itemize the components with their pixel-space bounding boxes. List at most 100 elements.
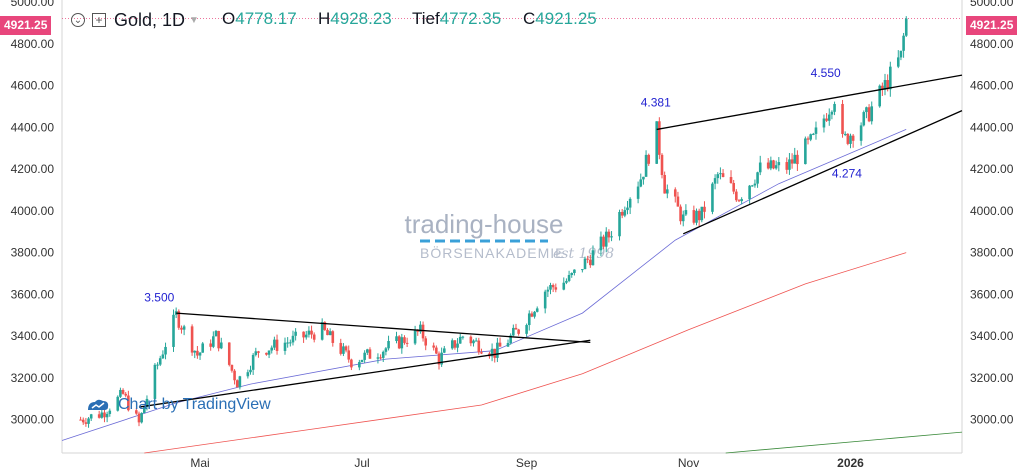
candle-body [217, 330, 220, 349]
candle-body [368, 349, 372, 359]
candle-body [711, 183, 714, 212]
candle-body [777, 162, 781, 166]
candle-body [896, 57, 900, 67]
candle-body [424, 338, 428, 346]
chevron-circle-icon[interactable]: ⌄ [71, 13, 85, 27]
candle-body [676, 196, 680, 207]
candle-body [772, 160, 775, 169]
candle-body [620, 211, 624, 216]
candle-body [673, 189, 677, 197]
candle-body [400, 337, 404, 349]
y-tick-label-right: 4800.00 [970, 37, 1014, 51]
candle-body [456, 343, 459, 348]
candle-body [602, 236, 605, 247]
y-tick-label-left: 3600.00 [11, 287, 55, 301]
candle-body [198, 352, 202, 356]
candle-body [249, 369, 252, 373]
candle-body [387, 341, 390, 349]
candle-body [230, 364, 234, 371]
candle-body [103, 412, 106, 418]
candle-body [583, 258, 587, 270]
candle-body [289, 342, 292, 344]
plus-square-icon[interactable]: + [92, 13, 106, 27]
candle-body [350, 359, 353, 368]
candle-body [867, 107, 871, 122]
candle-body [193, 350, 197, 353]
candle-body [758, 162, 762, 173]
candle-body [493, 348, 497, 358]
caret-down-icon[interactable]: ▼ [189, 14, 199, 26]
candle-body [814, 127, 818, 134]
candle-body [554, 287, 558, 290]
candle-body [235, 380, 239, 388]
candle-body [283, 342, 287, 351]
candle-body [105, 413, 109, 418]
trendline [682, 110, 963, 235]
candle-body [116, 396, 120, 411]
candle-body [713, 178, 717, 184]
candle-body [697, 210, 701, 221]
candle-body [535, 308, 539, 312]
y-tick-label-right: 5000.00 [970, 0, 1014, 9]
candle-body [201, 343, 205, 353]
trendline [176, 312, 591, 344]
price-level-annotation: 3.500 [144, 291, 174, 305]
y-tick-label-right: 4000.00 [970, 204, 1014, 218]
candle-body [870, 106, 874, 122]
y-tick-label-right: 4400.00 [970, 120, 1014, 134]
candle-body [546, 289, 550, 292]
candle-body [740, 199, 743, 202]
candle-body [886, 80, 889, 90]
candle-body [851, 135, 855, 141]
candle-body [636, 186, 640, 199]
candle-body [472, 340, 475, 344]
candle-body [753, 183, 757, 186]
candle-body [618, 211, 621, 237]
candle-body [774, 165, 778, 169]
candle-body [737, 200, 741, 202]
symbol-label[interactable]: Gold, 1D [114, 9, 186, 30]
candle-body [804, 138, 807, 165]
y-tick-label-right: 4200.00 [970, 162, 1014, 176]
candle-body [841, 103, 844, 134]
candle-body [490, 348, 494, 357]
candle-body [750, 185, 754, 187]
candle-body [307, 330, 311, 335]
candle-body [331, 331, 335, 343]
candle-body [323, 322, 327, 330]
candle-body [294, 331, 297, 336]
candle-body [127, 395, 130, 411]
candle-body [716, 174, 720, 179]
candle-body [769, 160, 773, 169]
tradingview-attribution[interactable]: Chart by TradingView [86, 396, 271, 414]
candle-body [902, 35, 905, 51]
candle-body [469, 336, 473, 344]
candle-body [809, 134, 812, 140]
candle-body [164, 346, 167, 355]
candle-body [257, 351, 260, 353]
candle-body [506, 342, 510, 347]
candle-body [904, 18, 908, 36]
candle-body [190, 326, 194, 353]
candle-body [97, 414, 101, 418]
candle-body [453, 340, 457, 348]
candle-body [830, 111, 834, 115]
candle-body [679, 206, 682, 222]
candle-body [81, 419, 85, 423]
candle-body [381, 351, 385, 358]
candle-body [450, 340, 454, 349]
candle-body [89, 414, 93, 419]
candle-body [878, 85, 881, 107]
candle-body [100, 412, 104, 418]
attribution-text: Chart by TradingView [118, 396, 271, 413]
candle-body [342, 346, 345, 354]
candle-body [551, 284, 555, 288]
candle-body [732, 182, 735, 192]
candle-body [695, 210, 698, 223]
candle-body [862, 112, 866, 126]
candle-body [119, 389, 122, 397]
close-value: 4921.25 [535, 9, 597, 28]
candle-body [137, 413, 141, 423]
x-tick-label: Mai [190, 456, 209, 470]
